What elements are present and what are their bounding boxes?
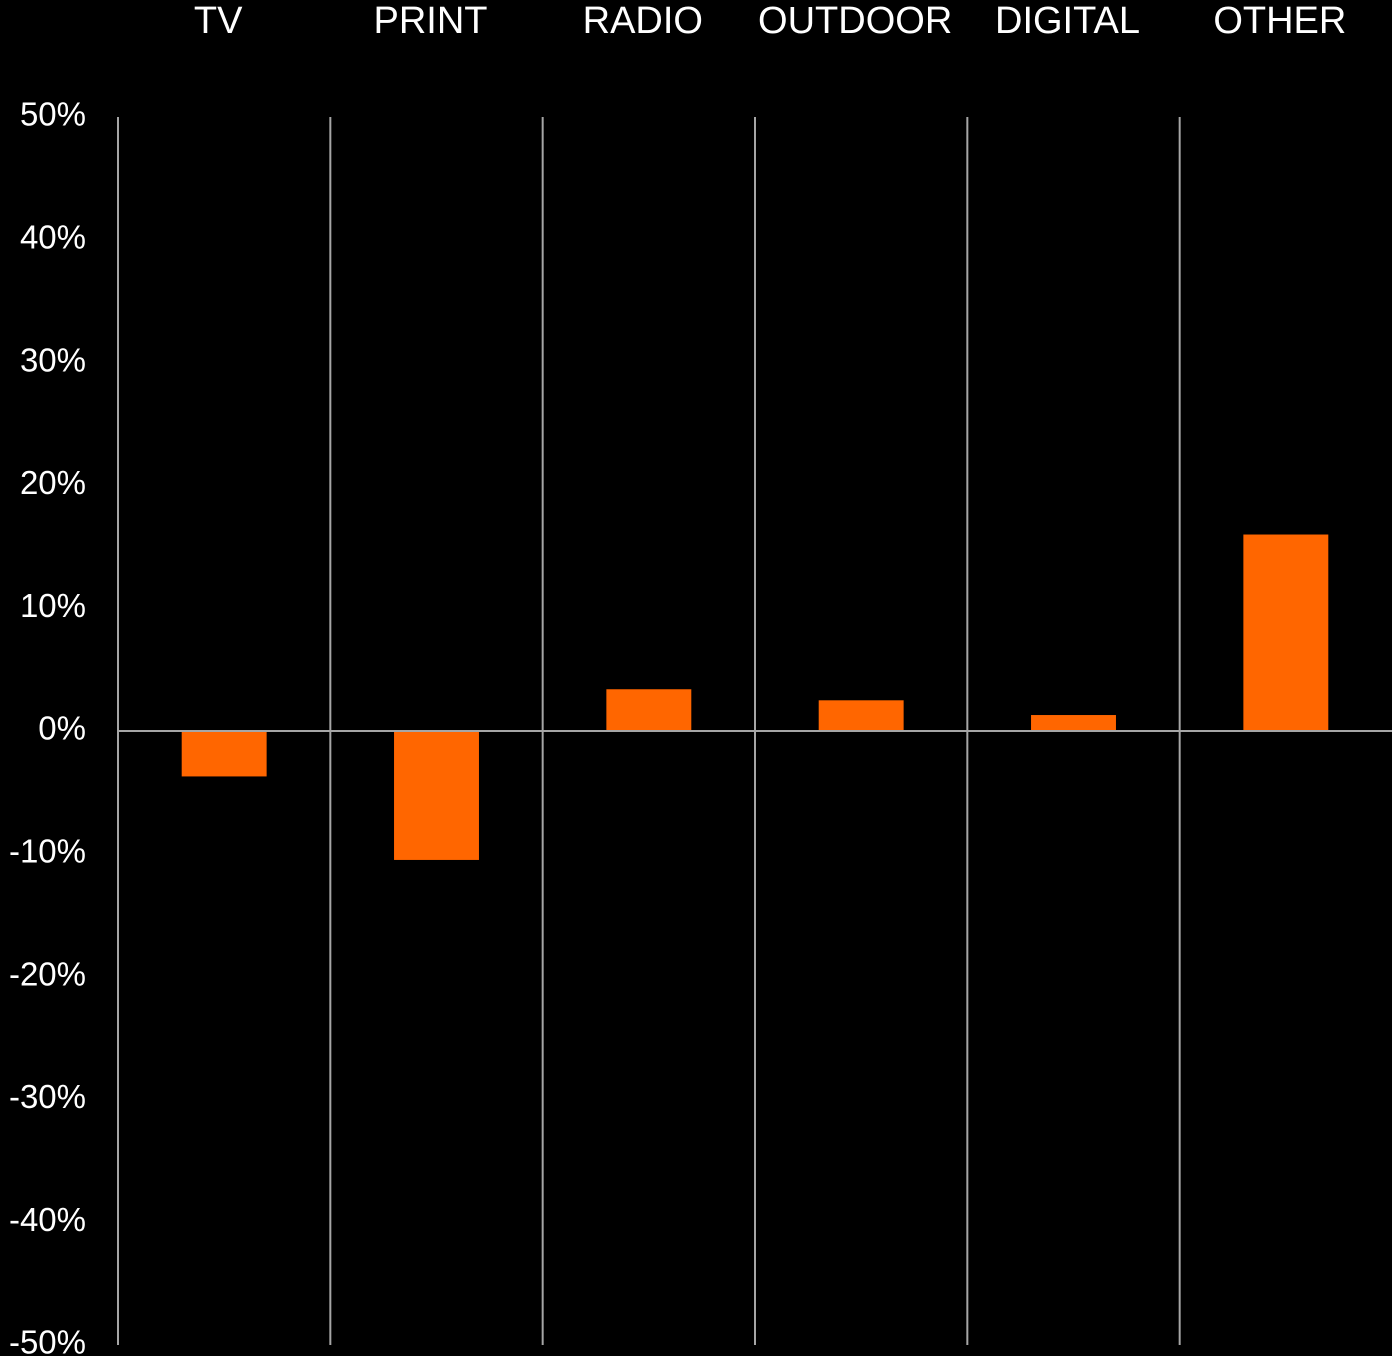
y-tick-label: 40%	[20, 219, 86, 256]
bar	[818, 700, 904, 731]
bar	[606, 689, 692, 731]
y-tick-label: 10%	[20, 587, 86, 624]
bar	[1031, 715, 1116, 731]
x-tick-label: OTHER	[1213, 0, 1346, 42]
y-tick-label: 20%	[20, 464, 86, 501]
y-tick-label: 30%	[20, 341, 86, 378]
y-tick-label: -10%	[9, 833, 86, 870]
x-tick-label: TV	[194, 0, 243, 42]
bar	[181, 731, 267, 777]
x-tick-label: DIGITAL	[995, 0, 1140, 42]
y-tick-label: -40%	[9, 1201, 86, 1238]
x-tick-label: OUTDOOR	[758, 0, 952, 42]
y-tick-label: 50%	[20, 96, 86, 133]
y-tick-label: -50%	[9, 1324, 86, 1356]
x-tick-label: RADIO	[583, 0, 703, 42]
x-tick-label: PRINT	[374, 0, 488, 42]
y-tick-label: -20%	[9, 955, 86, 992]
y-tick-label: 0%	[38, 710, 86, 747]
bar	[1243, 534, 1329, 731]
y-tick-label: -30%	[9, 1078, 86, 1115]
bar	[394, 731, 479, 860]
